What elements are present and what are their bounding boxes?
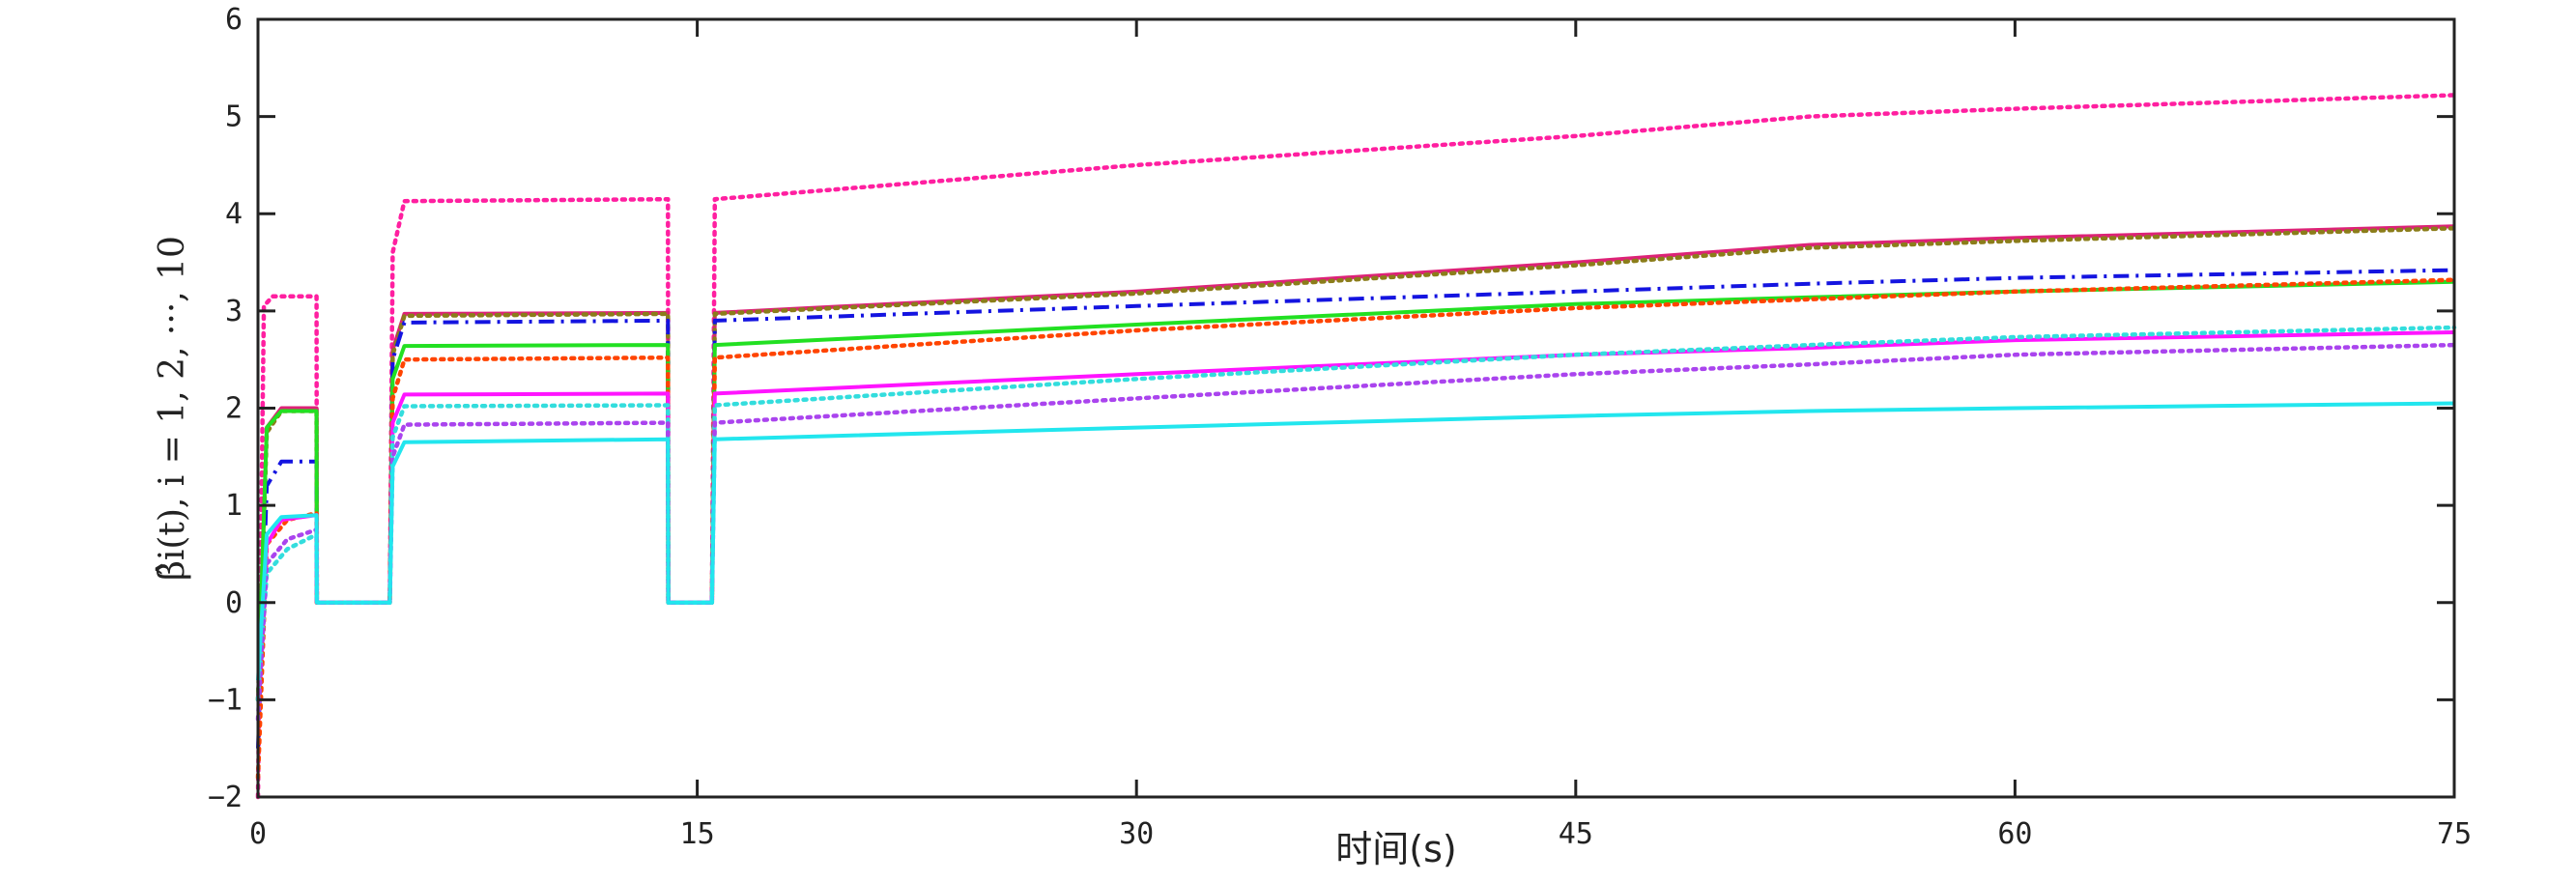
y-tick-label: 1 — [225, 489, 243, 523]
x-tick-label: 30 — [1119, 817, 1154, 851]
series-line-2 — [256, 224, 2455, 700]
x-tick-label: 75 — [2437, 817, 2472, 851]
y-axis-label: β̂i(t), i = 1, 2, ···, 10 — [153, 236, 192, 581]
y-tick-label: 4 — [225, 197, 243, 231]
y-tick-label: 6 — [225, 3, 243, 37]
x-tick-label: 45 — [1559, 817, 1593, 851]
series-line-4 — [256, 268, 2455, 749]
series-line-5 — [256, 279, 2455, 700]
y-tick-label: 5 — [225, 100, 243, 134]
series-line-10 — [256, 401, 2455, 681]
y-tick-label: −2 — [208, 781, 243, 814]
y-tick-label: −1 — [208, 683, 243, 717]
series-layer — [255, 93, 2457, 800]
series-line-8 — [255, 325, 2457, 702]
y-tick-label: 3 — [225, 295, 243, 328]
y-tick-label: 2 — [225, 392, 243, 426]
series-line-9 — [255, 342, 2457, 722]
x-tick-label: 60 — [1997, 817, 2032, 851]
series-line-1 — [255, 93, 2457, 800]
y-tick-label: 0 — [225, 586, 243, 620]
x-tick-label: 0 — [249, 817, 267, 851]
x-axis-label: 时间(s) — [1335, 828, 1456, 870]
x-tick-label: 15 — [680, 817, 715, 851]
